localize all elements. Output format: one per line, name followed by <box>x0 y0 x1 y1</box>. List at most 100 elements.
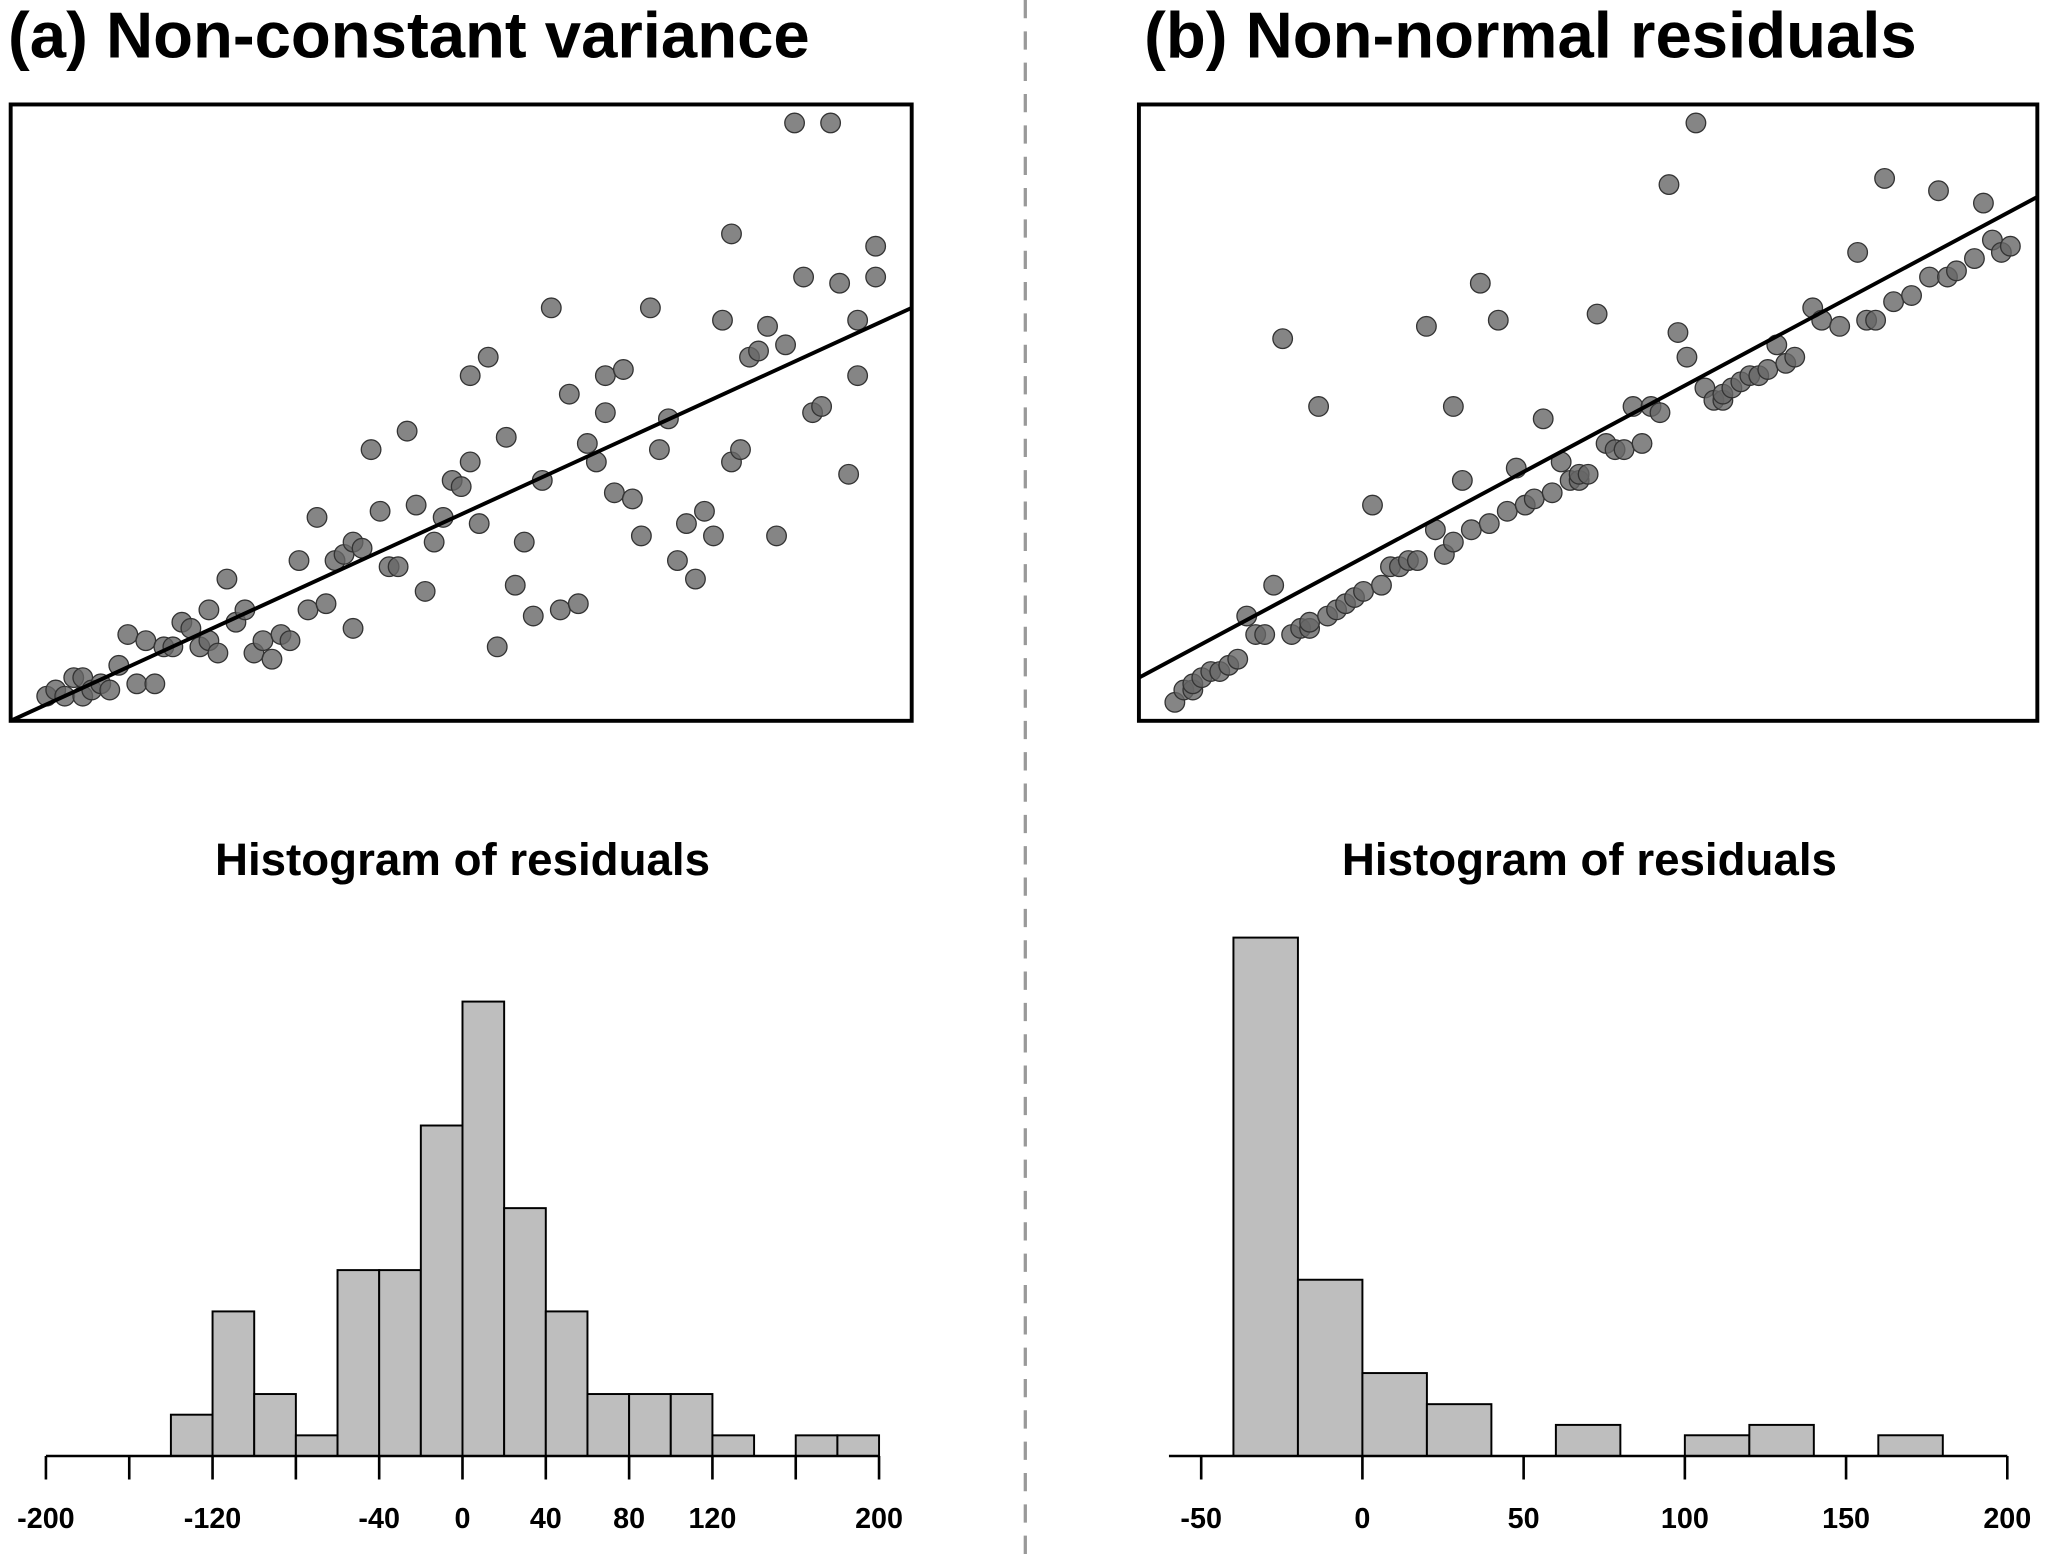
bar <box>1361 1372 1428 1457</box>
point <box>621 488 643 510</box>
bar <box>461 1000 506 1457</box>
point <box>694 500 715 522</box>
point <box>1919 266 1940 288</box>
point <box>1667 322 1689 343</box>
point <box>1308 396 1330 417</box>
point <box>306 506 328 528</box>
point <box>144 673 166 695</box>
x-tick-label: 100 <box>1661 1503 1709 1535</box>
bar <box>836 1434 881 1457</box>
x-tick-label: 0 <box>454 1503 470 1535</box>
point <box>675 513 697 535</box>
point <box>1577 463 1599 485</box>
point <box>712 309 733 331</box>
bar <box>1425 1403 1493 1457</box>
point <box>703 525 724 547</box>
point <box>1496 500 1518 522</box>
bar <box>544 1310 589 1457</box>
point <box>1442 396 1464 417</box>
x-tick-label: 40 <box>530 1503 562 1535</box>
point <box>811 396 833 417</box>
bar <box>211 1310 256 1457</box>
point <box>1415 315 1437 337</box>
point <box>1353 580 1374 602</box>
bar <box>503 1207 547 1457</box>
x-tick-label: 50 <box>1508 1503 1540 1535</box>
point <box>865 235 887 257</box>
point <box>549 599 571 621</box>
x-tick-label: 150 <box>1822 1503 1870 1535</box>
point <box>847 365 869 387</box>
point <box>1883 291 1905 313</box>
point <box>1541 482 1563 504</box>
point <box>1874 167 1896 189</box>
point <box>721 223 742 245</box>
fit-line <box>1137 195 2039 680</box>
point <box>360 439 382 461</box>
point <box>99 679 121 701</box>
point <box>558 383 580 405</box>
point <box>612 359 634 380</box>
point <box>829 272 851 294</box>
point <box>603 482 625 504</box>
point <box>630 525 652 547</box>
point <box>784 112 806 134</box>
bar <box>294 1434 339 1457</box>
point <box>567 593 589 615</box>
point <box>423 531 445 553</box>
point <box>1460 519 1482 541</box>
bar <box>1554 1423 1622 1457</box>
point <box>1928 180 1949 202</box>
point <box>1487 309 1509 331</box>
point <box>1263 574 1285 596</box>
point <box>198 599 220 621</box>
fit-line <box>9 306 913 723</box>
point <box>135 630 157 652</box>
bar <box>794 1434 839 1457</box>
point <box>522 605 544 627</box>
point <box>1523 488 1545 510</box>
point <box>757 315 778 337</box>
x-tick-label: 0 <box>1354 1503 1370 1535</box>
point <box>639 297 661 319</box>
point <box>261 648 283 670</box>
point <box>1227 648 1249 670</box>
bar <box>711 1434 756 1457</box>
point <box>1757 359 1779 380</box>
bar <box>1877 1434 1944 1457</box>
x-tick-label: -200 <box>17 1503 74 1535</box>
point <box>1829 315 1851 337</box>
point <box>252 630 274 652</box>
plot-frame <box>1136 102 2040 723</box>
point <box>369 500 391 522</box>
point <box>405 494 427 516</box>
point <box>648 439 670 461</box>
point <box>396 420 418 442</box>
x-tick-label: 200 <box>855 1503 903 1535</box>
panel-title: Histogram of residuals <box>215 834 710 885</box>
point <box>414 580 436 602</box>
bar <box>586 1393 631 1457</box>
panel-title: Histogram of residuals <box>1342 834 1837 885</box>
point <box>495 426 517 448</box>
point <box>207 642 229 664</box>
bar <box>1232 936 1299 1457</box>
point <box>1299 611 1321 633</box>
point <box>450 476 472 498</box>
point <box>1254 624 1276 645</box>
point <box>1865 309 1887 331</box>
point <box>1406 550 1428 572</box>
point <box>594 402 616 424</box>
point <box>865 266 887 288</box>
point <box>1272 328 1294 350</box>
point <box>387 556 409 578</box>
point <box>1371 574 1392 596</box>
point <box>594 365 616 387</box>
point <box>1362 494 1383 516</box>
plot-frame <box>8 102 914 723</box>
point <box>1631 433 1653 454</box>
point <box>685 568 706 590</box>
x-tick-label: 120 <box>688 1503 736 1535</box>
point <box>1469 272 1491 294</box>
point <box>477 346 499 368</box>
